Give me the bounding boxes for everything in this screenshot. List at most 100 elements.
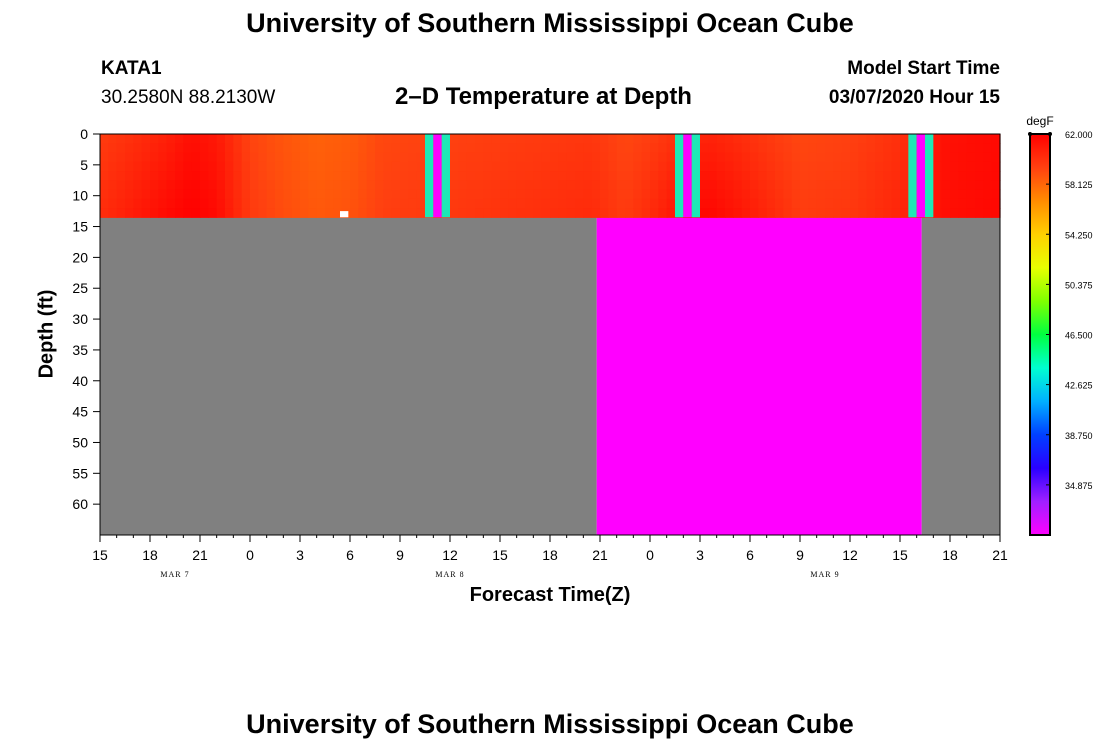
heatmap-cell — [566, 143, 576, 154]
heatmap-cell — [708, 189, 718, 200]
heatmap-cell — [233, 134, 243, 144]
missing-data-stripe — [675, 134, 684, 218]
heatmap-cell — [550, 143, 559, 154]
heatmap-cell — [641, 180, 651, 191]
heatmap-cell — [958, 161, 968, 172]
heatmap-cell — [283, 152, 293, 163]
heatmap-cell — [700, 134, 709, 144]
heatmap-cell — [583, 143, 593, 154]
heatmap-cell — [383, 189, 393, 200]
heatmap-cell — [316, 161, 326, 172]
heatmap-cell — [708, 152, 718, 163]
heatmap-cell — [491, 161, 501, 172]
heatmap-cell — [641, 161, 651, 172]
heatmap-cell — [158, 171, 168, 181]
heatmap-cell — [650, 189, 659, 200]
heatmap-cell — [275, 161, 284, 172]
heatmap-cell — [666, 134, 676, 144]
heatmap-cell — [191, 143, 201, 154]
heatmap-cell — [350, 180, 359, 191]
heatmap-cell — [100, 198, 109, 209]
heatmap-cell — [125, 171, 134, 181]
heatmap-cell — [391, 180, 401, 191]
heatmap-cell — [816, 152, 826, 163]
heatmap-cell — [633, 143, 643, 154]
x-axis-label: Forecast Time(Z) — [469, 584, 631, 606]
heatmap-cell — [241, 171, 251, 181]
heatmap-cell — [166, 180, 176, 191]
heatmap-cell — [133, 189, 143, 200]
heatmap-cell — [333, 180, 343, 191]
heatmap-cell — [783, 180, 793, 191]
heatmap-cell — [733, 134, 743, 144]
heatmap-cell — [458, 134, 468, 144]
heatmap-cell — [266, 180, 276, 191]
y-tick-label: 15 — [72, 219, 88, 235]
heatmap-cell — [891, 208, 901, 218]
heatmap-cell — [125, 161, 134, 172]
heatmap-cell — [575, 161, 584, 172]
heatmap-cell — [958, 180, 968, 191]
heatmap-cell — [650, 208, 659, 218]
missing-data-stripe — [691, 134, 700, 218]
heatmap-cell — [150, 152, 159, 163]
heatmap-cell — [508, 152, 518, 163]
x-tick-label: 6 — [746, 547, 754, 563]
heatmap-cell — [841, 180, 851, 191]
heatmap-cell — [308, 152, 318, 163]
date-label: MAR 7 — [160, 570, 189, 579]
x-tick-label: 0 — [646, 547, 654, 563]
heatmap-cell — [608, 143, 618, 154]
heatmap-cell — [350, 143, 359, 154]
heatmap-cell — [750, 171, 759, 181]
missing-data-stripe — [916, 134, 925, 218]
heatmap-cell — [616, 208, 626, 218]
heatmap-cell — [333, 171, 343, 181]
heatmap-cell — [858, 161, 868, 172]
heatmap-cell — [900, 152, 909, 163]
heatmap-cell — [458, 189, 468, 200]
heatmap-cell — [716, 143, 726, 154]
heatmap-cell — [133, 152, 143, 163]
heatmap-cell — [483, 143, 493, 154]
heatmap-cell — [316, 208, 326, 218]
heatmap-cell — [766, 134, 776, 144]
heatmap-cell — [891, 180, 901, 191]
y-tick-label: 40 — [72, 373, 88, 389]
heatmap-cell — [508, 161, 518, 172]
heatmap-cell — [983, 189, 993, 200]
heatmap-cell — [758, 189, 768, 200]
heatmap-cell — [333, 152, 343, 163]
heatmap-cell — [891, 189, 901, 200]
heatmap-cell — [975, 180, 984, 191]
heatmap-cell — [816, 189, 826, 200]
heatmap-cell — [791, 208, 801, 218]
heatmap-cell — [741, 134, 751, 144]
heatmap-cell — [175, 198, 184, 209]
heatmap-cell — [758, 134, 768, 144]
heatmap-cell — [758, 152, 768, 163]
heatmap-cell — [833, 134, 843, 144]
heatmap-cell — [366, 208, 376, 218]
heatmap-cell — [850, 180, 859, 191]
heatmap-cell — [875, 161, 884, 172]
heatmap-cell — [183, 198, 193, 209]
heatmap-cell — [291, 143, 301, 154]
heatmap-cell — [225, 180, 234, 191]
heatmap-cell — [325, 189, 334, 200]
heatmap-cell — [775, 143, 784, 154]
x-tick-label: 21 — [192, 547, 208, 563]
heatmap-cell — [225, 161, 234, 172]
heatmap-cell — [783, 198, 793, 209]
heatmap-cell — [250, 180, 259, 191]
heatmap-cell — [991, 143, 1001, 154]
heatmap-cell — [658, 208, 668, 218]
heatmap-cell — [833, 143, 843, 154]
heatmap-cell — [900, 134, 909, 144]
heatmap-cell — [866, 134, 876, 144]
heatmap-cell — [241, 152, 251, 163]
heatmap-cell — [825, 208, 834, 218]
heatmap-cell — [733, 198, 743, 209]
y-tick-label: 55 — [72, 465, 88, 481]
heatmap-cell — [666, 171, 676, 181]
